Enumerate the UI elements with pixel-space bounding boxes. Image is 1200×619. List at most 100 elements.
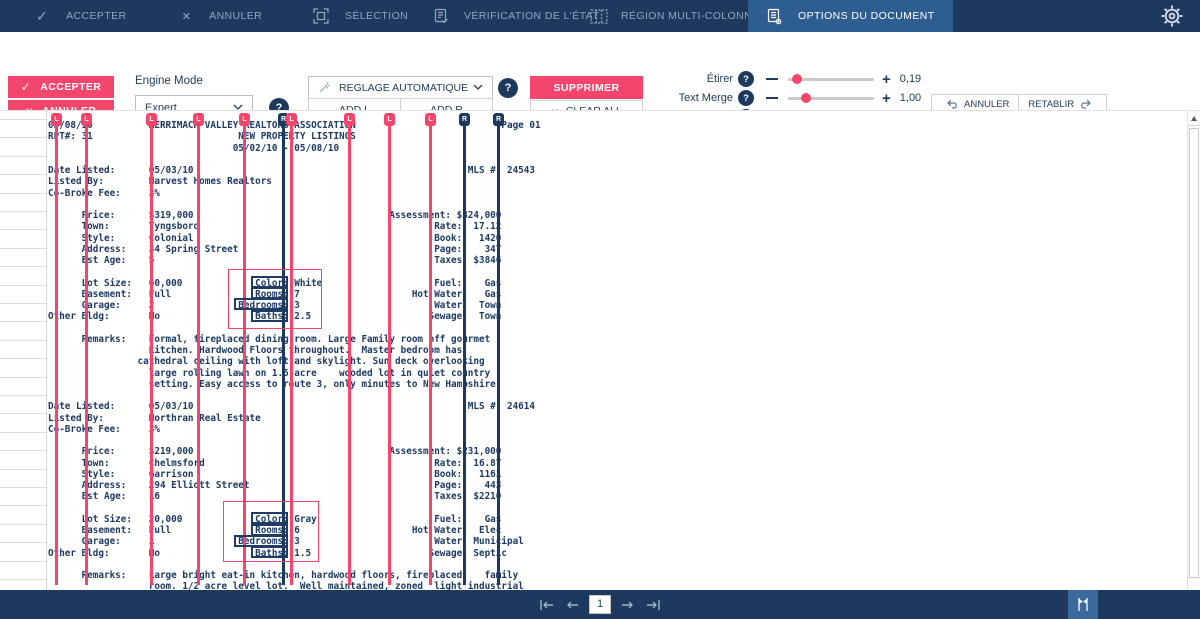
minus-icon[interactable] — [766, 78, 778, 80]
document-options-icon — [766, 8, 783, 25]
ruler-row-mark — [0, 358, 46, 360]
ribbon-cancel-label: ANNULER — [209, 10, 263, 22]
column-separator-handle[interactable]: L — [239, 113, 250, 126]
stretch-help-button[interactable]: ? — [738, 71, 754, 87]
column-separator-handle[interactable]: L — [81, 113, 92, 126]
ruler-row-mark — [0, 137, 46, 139]
column-separator-l[interactable]: L — [193, 113, 204, 585]
ruler-row-mark — [0, 119, 46, 120]
scrollbar-thumb[interactable] — [1189, 128, 1199, 578]
pennant-flags-icon — [1078, 598, 1088, 611]
selection-frame-icon — [313, 8, 329, 24]
column-separator-l[interactable]: L — [384, 113, 395, 585]
accept-button-label: ACCEPTER — [40, 81, 102, 93]
auto-adjust-select[interactable]: REGLAGE AUTOMATIQUE — [308, 76, 493, 99]
redo-button[interactable]: RETABLIR — [1018, 95, 1107, 114]
multi-column-region-icon — [590, 8, 608, 24]
column-separator-r[interactable]: R — [278, 113, 289, 585]
text-merge-help-button[interactable]: ? — [738, 90, 754, 106]
column-separator-r[interactable]: R — [493, 113, 504, 585]
accept-button[interactable]: ✓ ACCEPTER — [8, 76, 114, 98]
minus-icon[interactable] — [766, 97, 778, 99]
pager: 1 — [533, 590, 667, 619]
column-separator-handle[interactable]: L — [384, 113, 395, 126]
previous-page-button[interactable] — [559, 590, 585, 619]
slider-thumb[interactable] — [801, 93, 811, 103]
ruler-row-mark — [0, 247, 46, 249]
tab-multicolumn[interactable]: RÉGION MULTI-COLONNES — [590, 0, 767, 32]
redo-arrow-icon — [1081, 99, 1092, 109]
column-separator-handle[interactable]: L — [425, 113, 436, 126]
ruler-row-mark — [0, 211, 46, 212]
tab-selection-label: SÉLECTION — [345, 10, 409, 22]
column-separator-handle[interactable]: R — [278, 113, 289, 126]
column-separator-l[interactable]: L — [146, 113, 157, 585]
chevron-down-icon — [233, 102, 243, 114]
next-page-button[interactable] — [615, 590, 641, 619]
scroll-up-button[interactable] — [1188, 111, 1200, 126]
document-check-icon — [433, 8, 449, 24]
ruler-row-mark — [0, 266, 46, 268]
vertical-scrollbar[interactable] — [1187, 111, 1200, 590]
delete-button[interactable]: SUPPRIMER — [530, 76, 643, 99]
column-separator-handle[interactable]: L — [344, 113, 355, 126]
ruler-row-mark — [0, 376, 46, 378]
ruler-row-mark — [0, 505, 46, 507]
column-separator-l[interactable]: L — [81, 113, 92, 585]
field-label-box-color[interactable] — [251, 512, 288, 524]
first-page-button[interactable] — [533, 590, 559, 619]
stretch-slider[interactable] — [788, 74, 874, 84]
column-separator-l[interactable]: L — [344, 113, 355, 585]
text-merge-value: 1,00 — [899, 92, 922, 104]
field-label-box-bedrooms[interactable] — [234, 298, 288, 310]
column-separator-handle[interactable]: L — [286, 113, 297, 126]
document-viewport[interactable]: 05/08/10 MERRIMACK VALLEY REALTORS ASSOC… — [0, 110, 1200, 590]
tab-document-options-label: OPTIONS DU DOCUMENT — [798, 10, 935, 22]
auto-adjust-label: REGLAGE AUTOMATIQUE — [339, 81, 469, 94]
settings-gear-button[interactable] — [1160, 4, 1184, 33]
ruler-row-mark — [0, 542, 46, 544]
ruler-row-mark — [0, 155, 46, 157]
check-icon: ✓ — [20, 80, 32, 94]
plus-icon[interactable]: + — [882, 89, 891, 107]
column-separator-handle[interactable]: L — [51, 113, 62, 126]
selection-region-box[interactable] — [228, 269, 322, 329]
column-separator-l[interactable]: L — [425, 113, 436, 585]
field-label-box-baths[interactable] — [251, 546, 288, 558]
plus-icon[interactable]: + — [882, 70, 891, 88]
text-merge-label: Text Merge — [678, 92, 733, 104]
undo-button[interactable]: ANNULER — [932, 95, 1019, 114]
ruler-row-mark — [0, 413, 46, 415]
column-separator-handle[interactable]: R — [493, 113, 504, 126]
tab-document-options[interactable]: OPTIONS DU DOCUMENT — [748, 0, 953, 32]
ruler-border — [46, 111, 47, 590]
text-merge-slider[interactable] — [788, 93, 874, 103]
text-merge-slider-row: Text Merge ? + 1,00 — [628, 89, 928, 107]
column-separator-handle[interactable]: L — [193, 113, 204, 126]
selection-region-box[interactable] — [223, 501, 319, 562]
slider-thumb[interactable] — [792, 74, 802, 84]
ruler-row-mark — [0, 487, 46, 488]
column-separator-handle[interactable]: L — [146, 113, 157, 126]
field-label-box-baths[interactable] — [251, 310, 288, 322]
tab-verification[interactable]: VÉRIFICATION DE L'ÉTAT — [433, 0, 599, 32]
auto-adjust-help-button[interactable]: ? — [498, 78, 518, 98]
undo-label: ANNULER — [964, 99, 1010, 110]
tab-verification-label: VÉRIFICATION DE L'ÉTAT — [464, 10, 600, 22]
ruler-row-mark — [0, 450, 46, 452]
ribbon-accept-button[interactable]: ✓ ACCEPTER — [36, 0, 127, 32]
fit-width-button[interactable] — [1068, 590, 1098, 619]
last-page-button[interactable] — [641, 590, 667, 619]
column-separator-l[interactable]: L — [51, 113, 62, 585]
page-number-input[interactable]: 1 — [589, 595, 611, 614]
undo-arrow-icon — [947, 99, 957, 109]
tab-selection[interactable]: SÉLECTION — [313, 0, 408, 32]
ribbon-cancel-button[interactable]: × ANNULER — [182, 0, 262, 32]
column-separator-r[interactable]: R — [459, 113, 470, 585]
stretch-slider-row: Étirer ? + 0,19 — [628, 70, 928, 88]
column-separator-l[interactable]: L — [239, 113, 250, 585]
edit-toolbar: ✓ ACCEPTER × ANNULER Engine Mode Expert … — [0, 32, 1200, 125]
column-separator-l[interactable]: L — [286, 113, 297, 585]
column-separator-handle[interactable]: R — [459, 113, 470, 126]
